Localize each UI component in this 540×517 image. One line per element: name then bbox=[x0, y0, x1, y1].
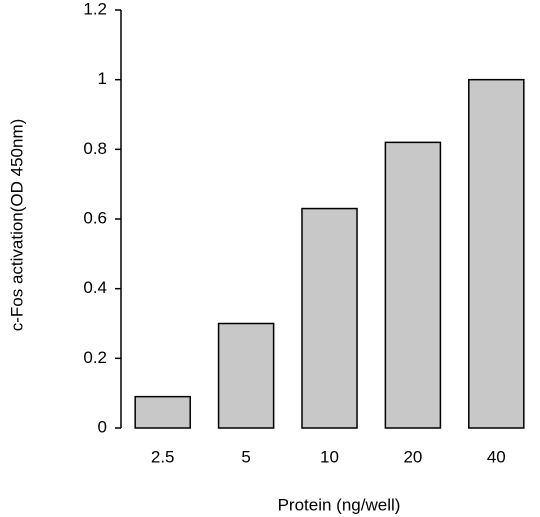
y-tick-label: 0.8 bbox=[83, 139, 107, 158]
y-tick-label: 0 bbox=[98, 417, 107, 436]
bar bbox=[217, 322, 275, 429]
x-tick-label: 2.5 bbox=[151, 447, 175, 466]
y-tick-label: 0.2 bbox=[83, 348, 107, 367]
y-tick-label: 1.2 bbox=[83, 0, 107, 18]
x-tick-label: 5 bbox=[241, 447, 250, 466]
bar bbox=[134, 395, 191, 429]
bar bbox=[384, 141, 442, 429]
bar bbox=[468, 78, 525, 429]
y-axis-label: c-Fos activation(OD 450nm) bbox=[7, 119, 26, 332]
y-tick-label: 0.4 bbox=[83, 278, 107, 297]
x-tick-label: 10 bbox=[320, 447, 339, 466]
y-tick-label: 0.6 bbox=[83, 208, 107, 227]
x-axis-label: Protein (ng/well) bbox=[278, 495, 401, 514]
bar bbox=[301, 207, 358, 429]
y-tick-label: 1 bbox=[98, 69, 107, 88]
x-tick-label: 40 bbox=[487, 447, 506, 466]
x-tick-label: 20 bbox=[403, 447, 422, 466]
